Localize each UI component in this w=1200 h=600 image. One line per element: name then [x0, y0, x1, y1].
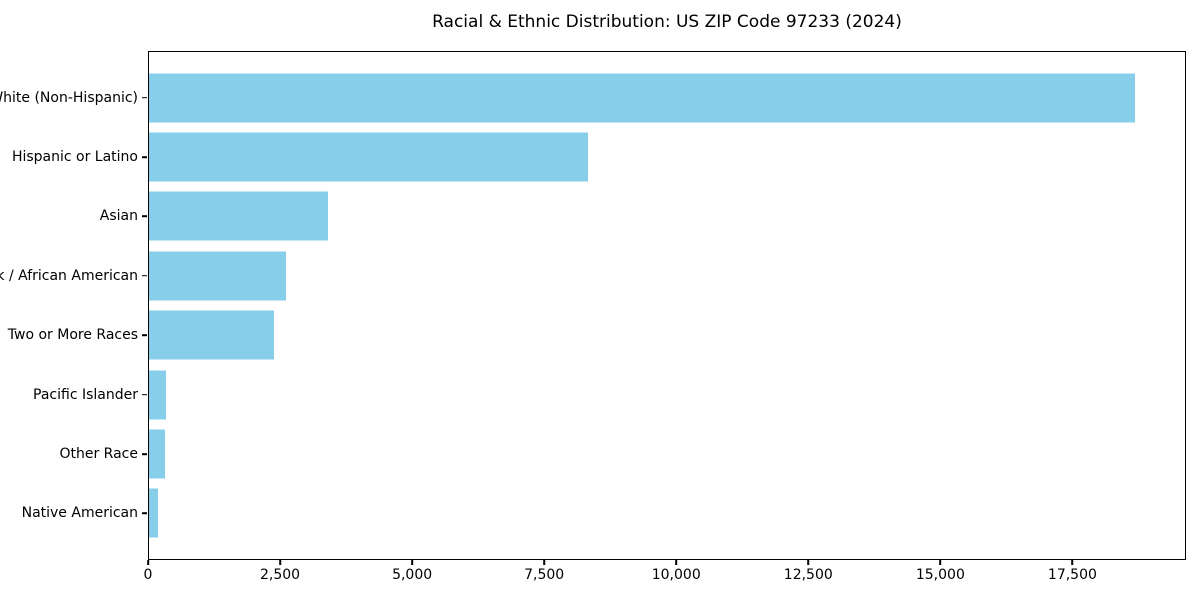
x-axis-ticks: 0 2,500 5,000 7,500 10,000 12,500 15,000 17,500: [144, 560, 1186, 590]
y-tick-mark: [142, 393, 147, 396]
bar: [149, 370, 167, 420]
y-tick-label: Pacific Islander: [33, 386, 138, 403]
category-row: Black / African American: [0, 246, 1185, 305]
x-tick-label: 5,000: [392, 567, 433, 583]
category-row: Hispanic or Latino: [12, 127, 1185, 186]
x-tick-label: 15,000: [915, 567, 965, 583]
bar: [149, 310, 274, 360]
bar: [149, 488, 159, 538]
x-tick-label: 10,000: [651, 567, 701, 583]
y-tick-label: Two or More Races: [7, 327, 138, 344]
x-tick-mark: [1071, 560, 1074, 565]
x-tick-mark: [675, 560, 678, 565]
x-tick-label: 7,500: [524, 567, 565, 583]
x-tick-label: 2,500: [260, 567, 301, 583]
x-tick-mark: [807, 560, 810, 565]
x-tick-mark: [279, 560, 281, 565]
bar: [149, 191, 328, 241]
y-tick-mark: [142, 275, 147, 277]
category-row: Pacific Islander: [33, 365, 1185, 424]
category-row: Asian: [100, 187, 1185, 246]
x-tick-mark: [939, 560, 942, 565]
y-tick-label: Native American: [21, 505, 138, 522]
chart-title: Racial & Ethnic Distribution: US ZIP Cod…: [432, 12, 902, 32]
x-tick-label: 17,500: [1047, 567, 1097, 583]
x-tick-mark: [147, 560, 149, 565]
category-row: Two or More Races: [8, 306, 1185, 365]
bar: [149, 429, 165, 479]
bar: [149, 132, 589, 182]
bar: [149, 251, 287, 301]
x-tick-label: 12,500: [783, 567, 833, 583]
y-tick-label: White (Non-Hispanic): [0, 89, 138, 106]
category-row: White (Non-Hispanic): [0, 68, 1185, 127]
y-tick-mark: [142, 453, 147, 455]
y-tick-mark: [142, 215, 147, 218]
y-tick-mark: [142, 512, 147, 515]
y-tick-label: Asian: [99, 208, 138, 225]
category-row: Other Race: [59, 424, 1185, 483]
y-tick-label: Hispanic or Latino: [11, 149, 138, 166]
y-tick-mark: [142, 156, 147, 158]
y-tick-mark: [142, 334, 147, 336]
bars-container: White (Non-Hispanic) Hispanic or Latino As…: [0, 68, 1185, 543]
x-tick-label: 0: [143, 567, 153, 583]
x-tick-mark: [411, 560, 413, 565]
plot-area: White (Non-Hispanic) Hispanic or Latino As…: [0, 51, 1186, 560]
y-tick-mark: [142, 96, 147, 99]
y-tick-label: Black / African American: [0, 267, 138, 284]
y-tick-label: Other Race: [59, 445, 138, 462]
x-tick-mark: [543, 560, 545, 565]
bar: [149, 73, 1135, 123]
category-row: Native American: [22, 484, 1185, 543]
